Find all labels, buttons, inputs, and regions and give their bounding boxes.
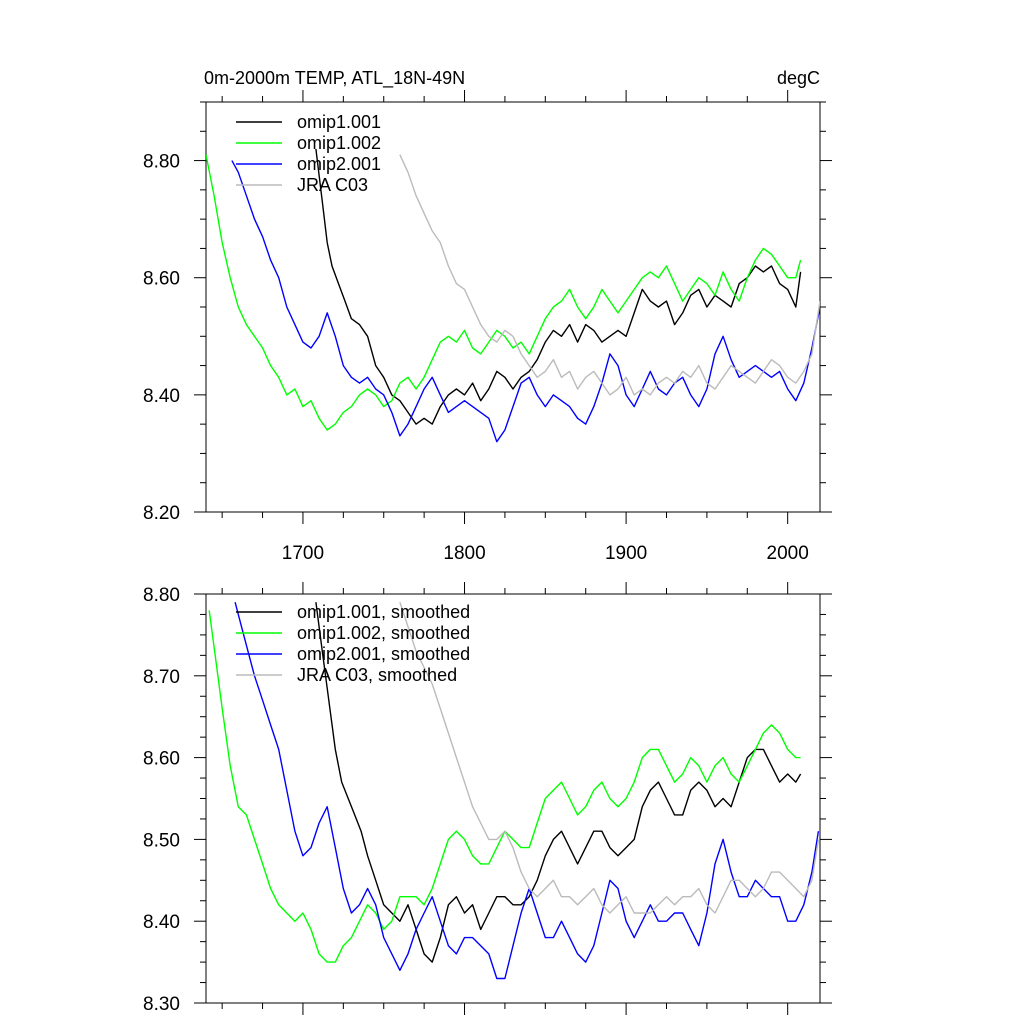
series-line-omip2-001-smoothed [234,602,820,980]
legend-label: omip1.002, smoothed [297,623,470,643]
y-tick-label: 8.60 [143,749,180,770]
series-line-jra-c03-smoothed [399,601,820,914]
chart-panel-2: 8.30 8.40 8.50 8.60 8.70 8.80 omip1.001, smoot… [143,582,832,1015]
y-tick-label: 8.60 [143,269,180,290]
x-tick-label: 1700 [282,543,324,564]
y-tick-label: 8.50 [143,830,180,851]
y-tick-label: 8.40 [143,386,180,407]
series-line-jra-c03 [399,154,820,396]
units-label: degC [777,68,820,88]
series-line-omip1-001-smoothed [315,602,802,963]
series-group [206,148,820,443]
series-line-omip1-002 [206,154,802,431]
y-tick-label: 8.80 [143,585,180,606]
legend-label: JRA C03, smoothed [297,665,457,685]
x-tick-label: 2000 [767,543,809,564]
legend-label: JRA C03 [297,175,368,195]
legend-label: omip1.002 [297,133,381,153]
chart-panel-1: 8.20 8.40 8.60 8.80 1700 1800 1900 2000 0m-2000m… [143,68,832,564]
x-tick-label: 1900 [605,543,647,564]
chart-title: 0m-2000m TEMP, ATL_18N-49N [204,68,465,89]
y-tick-label: 8.20 [143,503,180,524]
y-tick-label: 8.30 [143,994,180,1015]
series-group [208,601,820,980]
series-line-omip1-001 [315,148,802,425]
y-tick-label: 8.40 [143,912,180,933]
series-line-omip2-001 [231,160,820,443]
y-tick-label: 8.80 [143,152,180,173]
legend-label: omip2.001, smoothed [297,644,470,664]
legend-label: omip2.001 [297,154,381,174]
y-tick-label: 8.70 [143,667,180,688]
legend-label: omip1.001, smoothed [297,602,470,622]
legend-label: omip1.001 [297,112,381,132]
x-tick-label: 1800 [443,543,485,564]
